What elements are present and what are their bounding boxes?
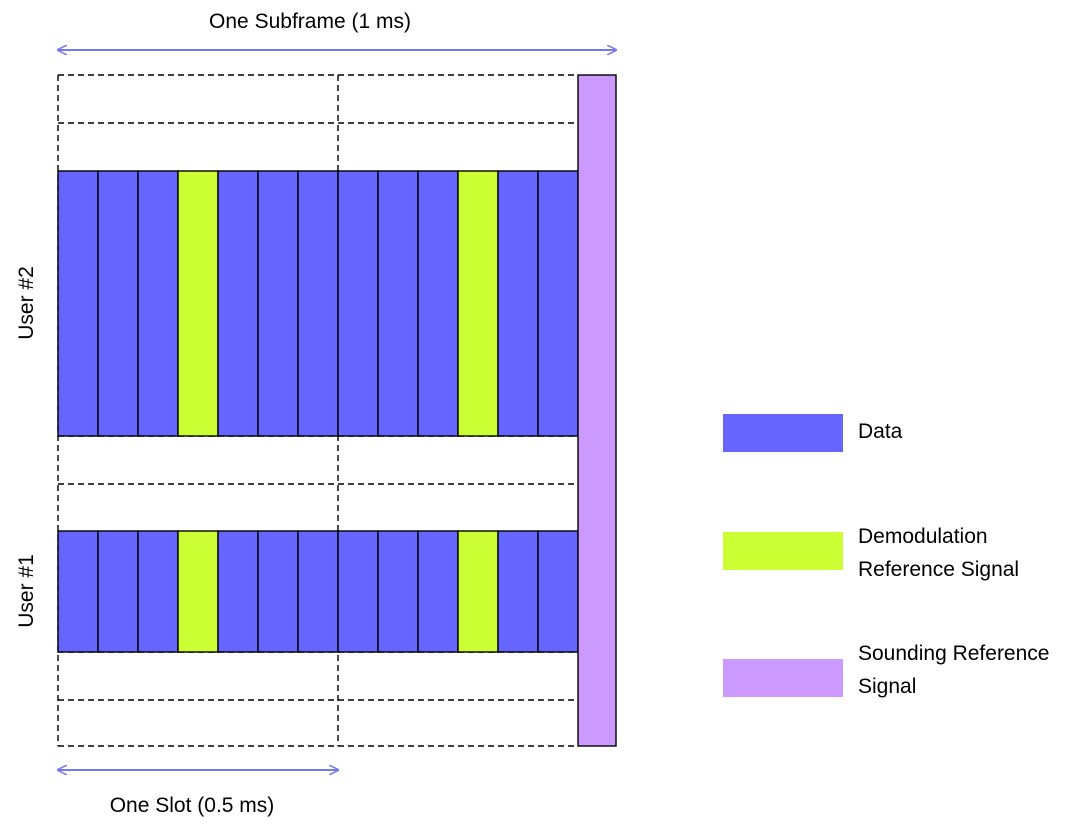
user-1-dmrs-symbol-3 [177, 530, 219, 653]
user-1-data-symbol-2 [137, 530, 179, 653]
legend-dmrs-label: Demodulation Reference Signal [858, 525, 1019, 581]
legend-data-label: Data [858, 420, 903, 443]
user-1-data-symbol-7 [337, 530, 379, 653]
user-1-resource-block [57, 530, 579, 653]
slot-label: One Slot (0.5 ms) [110, 794, 275, 817]
user-1-data-symbol-4 [217, 530, 259, 653]
user-2-data-symbol-6 [297, 170, 339, 437]
srs-column [577, 74, 617, 747]
user-1-data-symbol-11 [497, 530, 539, 653]
legend-dmrs-swatch [723, 532, 843, 570]
user-2-data-symbol-1 [97, 170, 139, 437]
user-1-label: User #1 [15, 554, 38, 628]
user-1-data-symbol-9 [417, 530, 459, 653]
user-1-data-symbol-12 [537, 530, 579, 653]
legend-srs-label: Sounding Reference Signal [858, 642, 1055, 698]
user-1-data-symbol-5 [257, 530, 299, 653]
user-2-data-symbol-7 [337, 170, 379, 437]
legend: Data Demodulation Reference Signal Sound… [723, 414, 1055, 698]
user-1-dmrs-symbol-10 [457, 530, 499, 653]
user-2-data-symbol-2 [137, 170, 179, 437]
user-2-data-symbol-8 [377, 170, 419, 437]
user-1-data-symbol-1 [97, 530, 139, 653]
subframe-label: One Subframe (1 ms) [209, 10, 411, 33]
user-2-data-symbol-11 [497, 170, 539, 437]
user-1-data-symbol-8 [377, 530, 419, 653]
user-2-data-symbol-4 [217, 170, 259, 437]
user-2-resource-block [57, 170, 579, 437]
user-1-data-symbol-0 [57, 530, 99, 653]
user-2-label: User #2 [15, 266, 38, 340]
user-2-data-symbol-0 [57, 170, 99, 437]
user-2-data-symbol-9 [417, 170, 459, 437]
user-2-data-symbol-5 [257, 170, 299, 437]
user-2-dmrs-symbol-3 [177, 170, 219, 437]
legend-data-swatch [723, 414, 843, 452]
user-1-data-symbol-6 [297, 530, 339, 653]
legend-srs-swatch [723, 659, 843, 697]
user-2-data-symbol-12 [537, 170, 579, 437]
user-2-dmrs-symbol-10 [457, 170, 499, 437]
